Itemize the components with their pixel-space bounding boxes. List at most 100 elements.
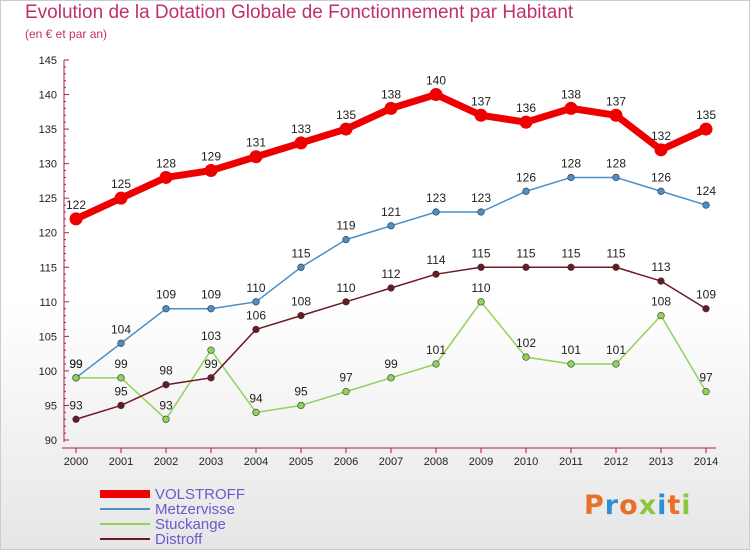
data-label-stuckange: 102 <box>516 336 536 350</box>
data-label-stuckange: 101 <box>426 343 446 357</box>
data-label-metzervisse: 126 <box>516 170 536 184</box>
data-point-metzervisse <box>477 208 485 216</box>
data-point-distroff <box>567 263 575 271</box>
data-point-volstroff <box>339 122 353 136</box>
data-label-metzervisse: 128 <box>606 156 626 170</box>
data-label-volstroff: 133 <box>291 122 311 136</box>
logo-letter: r <box>604 490 620 521</box>
data-point-metzervisse <box>387 222 395 230</box>
data-label-stuckange: 97 <box>699 371 713 385</box>
data-label-distroff: 106 <box>246 308 266 322</box>
data-label-volstroff: 138 <box>561 87 581 101</box>
data-label-distroff: 115 <box>606 246 625 260</box>
data-point-distroff <box>432 270 440 278</box>
data-point-distroff <box>297 312 305 320</box>
data-point-distroff <box>162 381 170 389</box>
data-label-stuckange: 99 <box>69 357 83 371</box>
x-tick-label: 2008 <box>424 456 448 468</box>
data-label-metzervisse: 119 <box>336 219 355 233</box>
data-label-distroff: 114 <box>426 253 445 267</box>
data-point-stuckange <box>162 415 170 423</box>
data-label-volstroff: 132 <box>651 129 671 143</box>
data-point-distroff <box>72 415 80 423</box>
data-label-distroff: 93 <box>69 398 83 412</box>
data-label-volstroff: 135 <box>336 108 356 122</box>
data-point-metzervisse <box>162 305 170 313</box>
data-point-stuckange <box>342 388 350 396</box>
data-label-volstroff: 136 <box>516 101 536 115</box>
data-point-volstroff <box>69 212 83 226</box>
data-point-metzervisse <box>297 263 305 271</box>
data-point-metzervisse <box>342 236 350 244</box>
chart-title: Evolution de la Dotation Globale de Fonc… <box>25 2 574 23</box>
data-point-metzervisse <box>207 305 215 313</box>
data-point-volstroff <box>429 88 443 102</box>
data-label-stuckange: 95 <box>294 384 308 398</box>
data-point-distroff <box>342 298 350 306</box>
y-tick-label: 105 <box>39 331 57 343</box>
data-label-distroff: 98 <box>159 364 173 378</box>
data-point-stuckange <box>477 298 485 306</box>
data-point-volstroff <box>249 150 263 164</box>
data-label-volstroff: 140 <box>426 74 446 88</box>
data-point-volstroff <box>294 136 308 150</box>
data-label-stuckange: 93 <box>159 398 173 412</box>
data-label-volstroff: 138 <box>381 87 401 101</box>
data-label-metzervisse: 104 <box>111 322 131 336</box>
x-tick-label: 2004 <box>244 456 268 468</box>
series-layer <box>69 88 713 423</box>
data-labels: 99 104 109 109 110 115 119 121 123 123 126 128 128 12… <box>66 74 716 413</box>
y-tick-label: 100 <box>39 366 57 378</box>
data-label-volstroff: 131 <box>246 136 266 150</box>
data-point-volstroff <box>114 191 128 205</box>
y-tick-label: 95 <box>45 400 57 412</box>
y-tick-label: 140 <box>39 90 57 102</box>
x-tick-label: 2001 <box>109 456 133 468</box>
data-label-volstroff: 137 <box>606 94 626 108</box>
data-point-stuckange <box>567 360 575 368</box>
data-label-stuckange: 110 <box>471 281 490 295</box>
data-label-volstroff: 128 <box>156 156 176 170</box>
data-label-distroff: 108 <box>291 295 311 309</box>
x-tick-label: 2003 <box>199 456 223 468</box>
y-tick-label: 125 <box>39 193 57 205</box>
data-label-distroff: 112 <box>381 267 400 281</box>
data-point-distroff <box>612 263 620 271</box>
data-point-stuckange <box>207 346 215 354</box>
x-tick-label: 2012 <box>604 456 628 468</box>
data-point-stuckange <box>702 388 710 396</box>
y-tick-label: 120 <box>39 228 57 240</box>
data-point-distroff <box>522 263 530 271</box>
x-tick-label: 2006 <box>334 456 358 468</box>
data-label-metzervisse: 109 <box>156 288 176 302</box>
legend-label-stuckange: Stuckange <box>155 516 226 533</box>
data-point-stuckange <box>522 353 530 361</box>
data-label-metzervisse: 110 <box>246 281 265 295</box>
y-tick-label: 115 <box>39 262 57 274</box>
data-point-stuckange <box>252 408 260 416</box>
logo-letter: t <box>667 490 682 521</box>
data-label-metzervisse: 128 <box>561 156 581 170</box>
data-point-metzervisse <box>612 173 620 182</box>
data-label-stuckange: 101 <box>606 343 626 357</box>
data-point-stuckange <box>387 374 395 382</box>
data-point-distroff <box>207 374 215 382</box>
data-point-metzervisse <box>522 187 530 195</box>
data-point-distroff <box>477 263 485 271</box>
y-tick-label: 135 <box>39 124 57 136</box>
data-point-stuckange <box>612 360 620 368</box>
data-label-stuckange: 103 <box>201 329 221 343</box>
data-label-distroff: 115 <box>471 246 490 260</box>
data-point-metzervisse <box>432 208 440 216</box>
data-label-distroff: 109 <box>696 288 716 302</box>
data-point-volstroff <box>654 143 668 157</box>
y-tick-label: 145 <box>39 55 57 67</box>
data-label-volstroff: 122 <box>66 198 86 212</box>
data-point-distroff <box>117 401 125 410</box>
x-tick-label: 2005 <box>289 456 313 468</box>
data-label-distroff: 115 <box>561 246 580 260</box>
y-tick-label: 90 <box>45 435 57 447</box>
data-point-stuckange <box>432 360 440 368</box>
data-point-stuckange <box>72 374 80 382</box>
